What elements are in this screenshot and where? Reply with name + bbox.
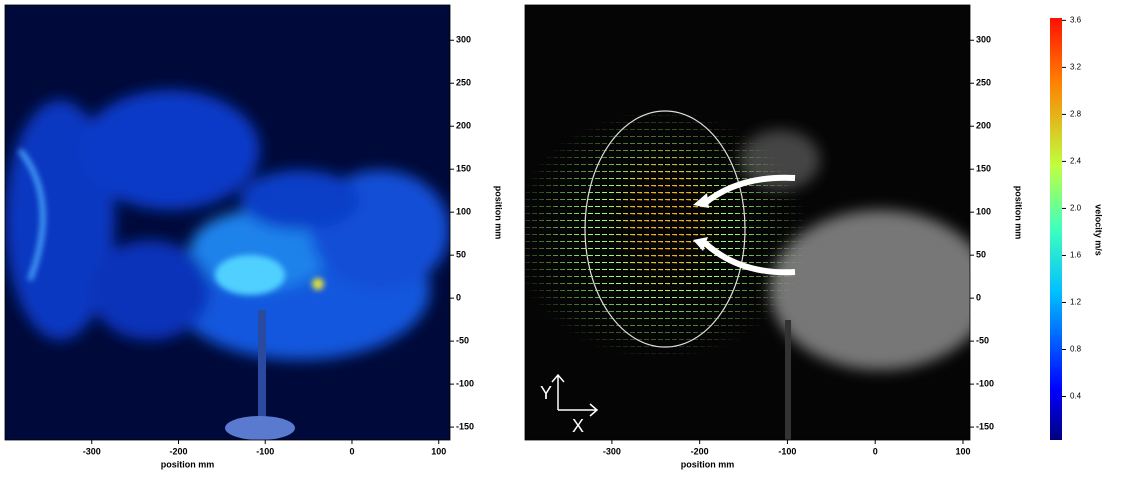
y-axis-label: position mm xyxy=(1014,186,1024,240)
y-tick-label: 0 xyxy=(976,293,981,303)
y-tick-label: 100 xyxy=(456,207,471,217)
y-tick-label: -100 xyxy=(456,378,474,388)
y-tick-label: 300 xyxy=(976,35,991,45)
y-tick-label: 50 xyxy=(456,250,466,260)
figure: Y X -300 -200 -100 0 100 -150 -100 -50 0 50 100 150… xyxy=(0,0,1125,485)
flow-image xyxy=(5,5,450,440)
colorbar-tick-label: 0.4 xyxy=(1070,392,1082,401)
y-tick-label: 100 xyxy=(976,207,991,217)
y-tick-label: 150 xyxy=(456,164,471,174)
colorbar-tick-label: 0.8 xyxy=(1070,345,1082,354)
y-tick-label: -100 xyxy=(976,378,994,388)
colorbar-tick-label: 1.2 xyxy=(1070,298,1082,307)
colorbar-tick-label: 3.2 xyxy=(1070,62,1082,71)
colorbar-tick-label: 3.6 xyxy=(1070,15,1082,24)
colorbar-tick-label: 1.6 xyxy=(1070,251,1082,260)
x-tick-label: 0 xyxy=(349,446,354,456)
y-tick-label: -50 xyxy=(456,336,469,346)
y-tick-label: 250 xyxy=(976,78,991,88)
colorbar-label: velocity m/s xyxy=(1094,204,1104,256)
y-tick-label: -50 xyxy=(976,336,989,346)
y-tick-label: 50 xyxy=(976,250,986,260)
y-tick-label: -150 xyxy=(976,421,994,431)
x-tick-label: 100 xyxy=(431,446,446,456)
x-tick-label: -200 xyxy=(169,446,187,456)
colorbar-tick-label: 2.0 xyxy=(1070,204,1082,213)
axis-symbol: Y xyxy=(540,383,552,403)
x-axis-label: position mm xyxy=(161,459,215,469)
x-tick-label: -100 xyxy=(778,446,796,456)
x-tick-label: -200 xyxy=(691,446,709,456)
x-tick-label: 100 xyxy=(955,446,970,456)
colorbar-tick-label: 2.8 xyxy=(1070,109,1082,118)
y-tick-label: 200 xyxy=(976,121,991,131)
colorbar xyxy=(1050,18,1062,440)
axis-symbol: X xyxy=(572,416,584,436)
y-axis-label: position mm xyxy=(494,186,504,240)
y-tick-label: -150 xyxy=(456,421,474,431)
y-tick-label: 150 xyxy=(976,164,991,174)
colorbar-tick-label: 2.4 xyxy=(1070,157,1082,166)
x-axis-label: position mm xyxy=(681,459,735,469)
x-tick-label: -300 xyxy=(603,446,621,456)
x-tick-label: -100 xyxy=(256,446,274,456)
y-tick-label: 300 xyxy=(456,35,471,45)
y-tick-label: 200 xyxy=(456,121,471,131)
y-tick-label: 250 xyxy=(456,78,471,88)
vector-image xyxy=(525,5,990,440)
y-tick-label: 0 xyxy=(456,293,461,303)
x-tick-label: -300 xyxy=(83,446,101,456)
x-tick-label: 0 xyxy=(873,446,878,456)
